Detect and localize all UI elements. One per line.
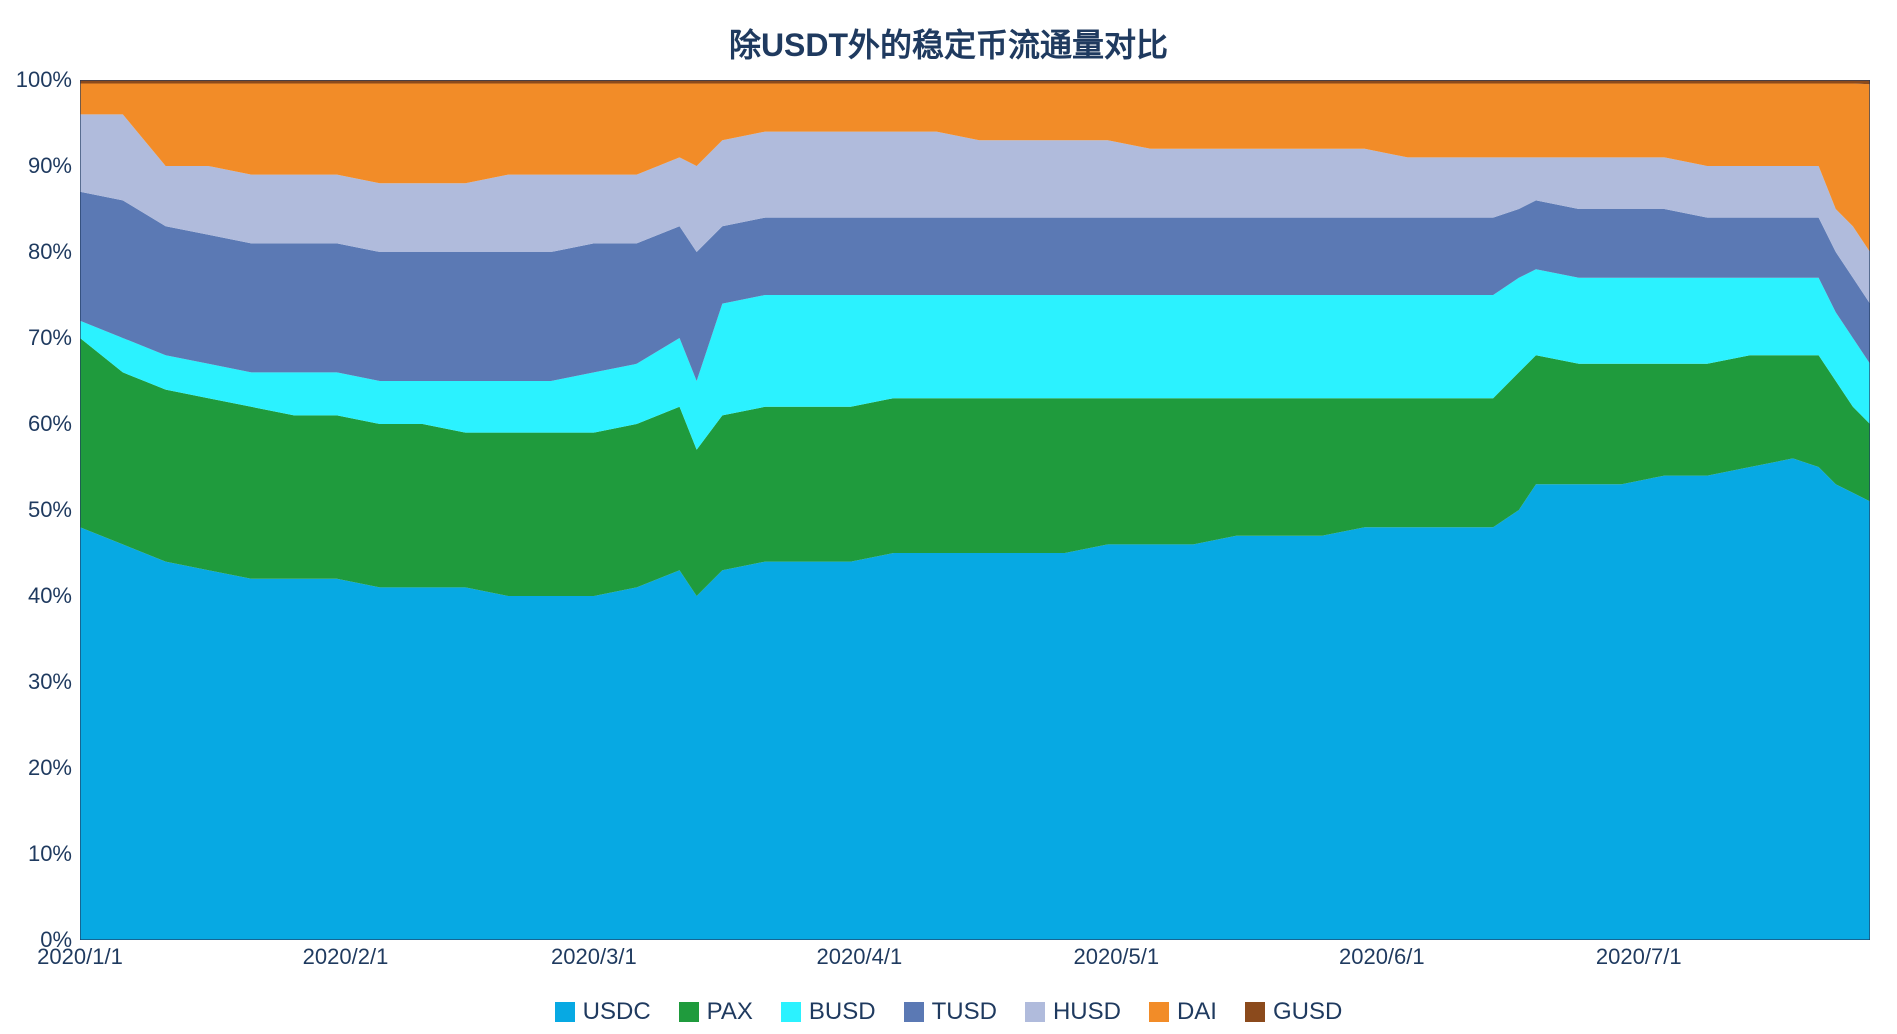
legend-swatch: [1149, 1002, 1169, 1022]
legend-swatch: [781, 1002, 801, 1022]
y-tick-label: 50%: [2, 497, 72, 523]
legend-label: BUSD: [809, 998, 876, 1026]
legend-label: TUSD: [932, 998, 997, 1026]
legend-item-gusd: GUSD: [1245, 998, 1342, 1026]
legend-item-husd: HUSD: [1025, 998, 1121, 1026]
legend-label: GUSD: [1273, 998, 1342, 1026]
legend-label: PAX: [707, 998, 753, 1026]
x-tick-label: 2020/5/1: [1073, 944, 1159, 970]
y-tick-label: 80%: [2, 239, 72, 265]
y-tick-label: 30%: [2, 669, 72, 695]
legend: USDC PAX BUSD TUSD HUSD DAI GUSD: [0, 998, 1897, 1026]
legend-label: USDC: [583, 998, 651, 1026]
legend-swatch: [1245, 1002, 1265, 1022]
chart-title: 除USDT外的稳定币流通量对比: [0, 20, 1897, 66]
y-tick-label: 90%: [2, 153, 72, 179]
x-tick-label: 2020/4/1: [817, 944, 903, 970]
x-tick-label: 2020/7/1: [1596, 944, 1682, 970]
legend-label: DAI: [1177, 998, 1217, 1026]
legend-item-busd: BUSD: [781, 998, 876, 1026]
chart-root: 除USDT外的稳定币流通量对比 0%10%20%30%40%50%60%70%8…: [0, 0, 1897, 1034]
y-tick-label: 70%: [2, 325, 72, 351]
plot-area: 0%10%20%30%40%50%60%70%80%90%100% 2020/1…: [80, 80, 1870, 940]
x-tick-label: 2020/6/1: [1339, 944, 1425, 970]
x-tick-label: 2020/2/1: [303, 944, 389, 970]
y-tick-label: 40%: [2, 583, 72, 609]
legend-item-pax: PAX: [679, 998, 753, 1026]
y-tick-label: 10%: [2, 841, 72, 867]
x-axis-ticks: 2020/1/12020/2/12020/3/12020/4/12020/5/1…: [80, 940, 1870, 980]
legend-item-dai: DAI: [1149, 998, 1217, 1026]
legend-label: HUSD: [1053, 998, 1121, 1026]
legend-swatch: [1025, 1002, 1045, 1022]
x-tick-label: 2020/1/1: [37, 944, 123, 970]
x-tick-label: 2020/3/1: [551, 944, 637, 970]
legend-item-usdc: USDC: [555, 998, 651, 1026]
y-tick-label: 20%: [2, 755, 72, 781]
legend-swatch: [555, 1002, 575, 1022]
legend-swatch: [679, 1002, 699, 1022]
y-tick-label: 60%: [2, 411, 72, 437]
plot-svg: [80, 80, 1870, 940]
legend-item-tusd: TUSD: [904, 998, 997, 1026]
y-tick-label: 100%: [2, 67, 72, 93]
legend-swatch: [904, 1002, 924, 1022]
